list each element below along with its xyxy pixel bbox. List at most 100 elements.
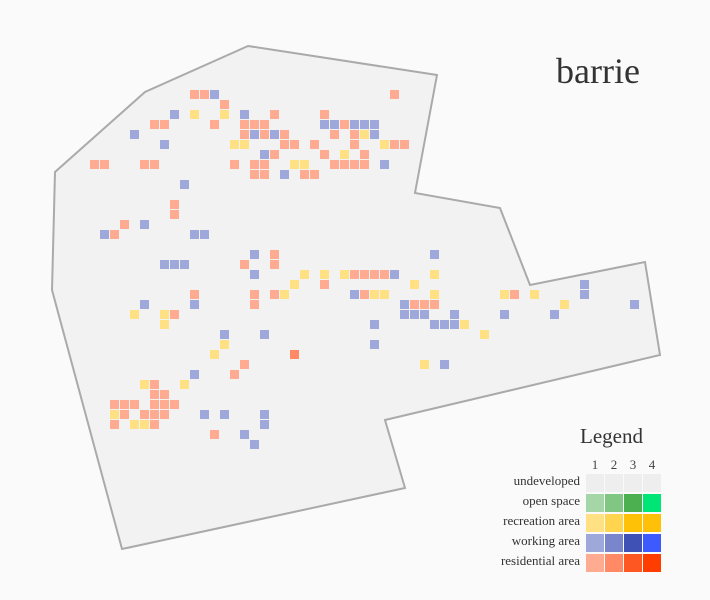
cell-working-1 — [220, 330, 229, 339]
cell-residential-1 — [430, 300, 439, 309]
cell-residential-1 — [260, 170, 269, 179]
legend-swatch-recreation-area-2 — [605, 514, 623, 532]
cell-working-1 — [210, 90, 219, 99]
cell-residential-1 — [360, 290, 369, 299]
legend-swatch-open-space-2 — [605, 494, 623, 512]
cell-working-1 — [190, 370, 199, 379]
cell-working-1 — [250, 440, 259, 449]
cell-working-1 — [430, 250, 439, 259]
cell-residential-1 — [340, 120, 349, 129]
cell-working-1 — [450, 320, 459, 329]
cell-working-1 — [580, 290, 589, 299]
cell-residential-1 — [160, 410, 169, 419]
cell-working-1 — [240, 430, 249, 439]
cell-recreation-1 — [290, 280, 299, 289]
cell-working-1 — [270, 130, 279, 139]
cell-recreation-1 — [360, 130, 369, 139]
cell-working-1 — [170, 110, 179, 119]
cell-recreation-1 — [160, 320, 169, 329]
cell-residential-1 — [250, 300, 259, 309]
cell-working-1 — [180, 260, 189, 269]
cell-residential-1 — [340, 160, 349, 169]
cell-residential-1 — [150, 420, 159, 429]
cell-residential-1 — [200, 90, 209, 99]
cell-working-1 — [180, 180, 189, 189]
cell-recreation-1 — [130, 310, 139, 319]
cell-residential-1 — [310, 140, 319, 149]
legend-swatch-undeveloped-1 — [586, 474, 604, 492]
legend-swatch-residential-area-1 — [586, 554, 604, 572]
cell-working-1 — [100, 230, 109, 239]
legend-swatch-open-space-4 — [643, 494, 661, 512]
cell-recreation-1 — [230, 140, 239, 149]
cell-residential-1 — [150, 400, 159, 409]
cell-residential-1 — [170, 210, 179, 219]
legend-swatch-residential-area-3 — [624, 554, 642, 572]
legend-swatch-undeveloped-4 — [643, 474, 661, 492]
cell-recreation-1 — [530, 290, 539, 299]
cell-working-1 — [370, 120, 379, 129]
cell-working-1 — [550, 310, 559, 319]
cell-residential-1 — [420, 300, 429, 309]
cell-recreation-1 — [140, 420, 149, 429]
cell-working-1 — [260, 410, 269, 419]
cell-residential-1 — [260, 120, 269, 129]
legend-title: Legend — [580, 424, 643, 448]
cell-residential-1 — [160, 120, 169, 129]
cell-recreation-1 — [380, 140, 389, 149]
cell-recreation-1 — [370, 290, 379, 299]
cell-residential-1 — [150, 410, 159, 419]
cell-residential-1 — [170, 200, 179, 209]
cell-working-1 — [440, 320, 449, 329]
cell-recreation-1 — [140, 380, 149, 389]
cell-working-1 — [380, 160, 389, 169]
cell-residential-1 — [160, 400, 169, 409]
cell-working-1 — [330, 120, 339, 129]
cell-working-1 — [440, 360, 449, 369]
cell-working-1 — [430, 320, 439, 329]
cell-working-1 — [190, 300, 199, 309]
cell-recreation-1 — [380, 290, 389, 299]
cell-residential-1 — [290, 140, 299, 149]
cell-residential-1 — [250, 290, 259, 299]
cell-residential-2 — [290, 350, 299, 359]
cell-working-1 — [410, 310, 419, 319]
cell-recreation-1 — [110, 410, 119, 419]
cell-residential-1 — [370, 270, 379, 279]
cell-residential-1 — [240, 360, 249, 369]
map-title: barrie — [556, 51, 640, 91]
cell-recreation-1 — [430, 270, 439, 279]
cell-residential-1 — [410, 300, 419, 309]
legend-label-residential-area: residential area — [500, 553, 580, 568]
cell-residential-1 — [150, 120, 159, 129]
cell-residential-1 — [350, 140, 359, 149]
land-use-cells — [90, 90, 639, 449]
cell-residential-1 — [230, 160, 239, 169]
legend-label-open-space: open space — [522, 493, 580, 508]
cell-residential-1 — [120, 220, 129, 229]
cell-residential-1 — [230, 370, 239, 379]
cell-recreation-1 — [180, 380, 189, 389]
legend-swatch-recreation-area-1 — [586, 514, 604, 532]
cell-residential-1 — [310, 170, 319, 179]
cell-recreation-1 — [420, 360, 429, 369]
cell-working-1 — [140, 220, 149, 229]
cell-working-1 — [170, 260, 179, 269]
cell-residential-1 — [140, 410, 149, 419]
cell-residential-1 — [320, 150, 329, 159]
cell-working-1 — [350, 290, 359, 299]
cell-recreation-1 — [480, 330, 489, 339]
cell-residential-1 — [270, 110, 279, 119]
cell-residential-1 — [260, 130, 269, 139]
cell-working-1 — [260, 330, 269, 339]
cell-recreation-1 — [220, 110, 229, 119]
cell-residential-1 — [320, 110, 329, 119]
cell-residential-1 — [170, 400, 179, 409]
cell-working-1 — [370, 320, 379, 329]
legend-swatch-undeveloped-2 — [605, 474, 623, 492]
cell-residential-1 — [220, 100, 229, 109]
cell-residential-1 — [280, 140, 289, 149]
cell-working-1 — [140, 300, 149, 309]
cell-residential-1 — [320, 280, 329, 289]
